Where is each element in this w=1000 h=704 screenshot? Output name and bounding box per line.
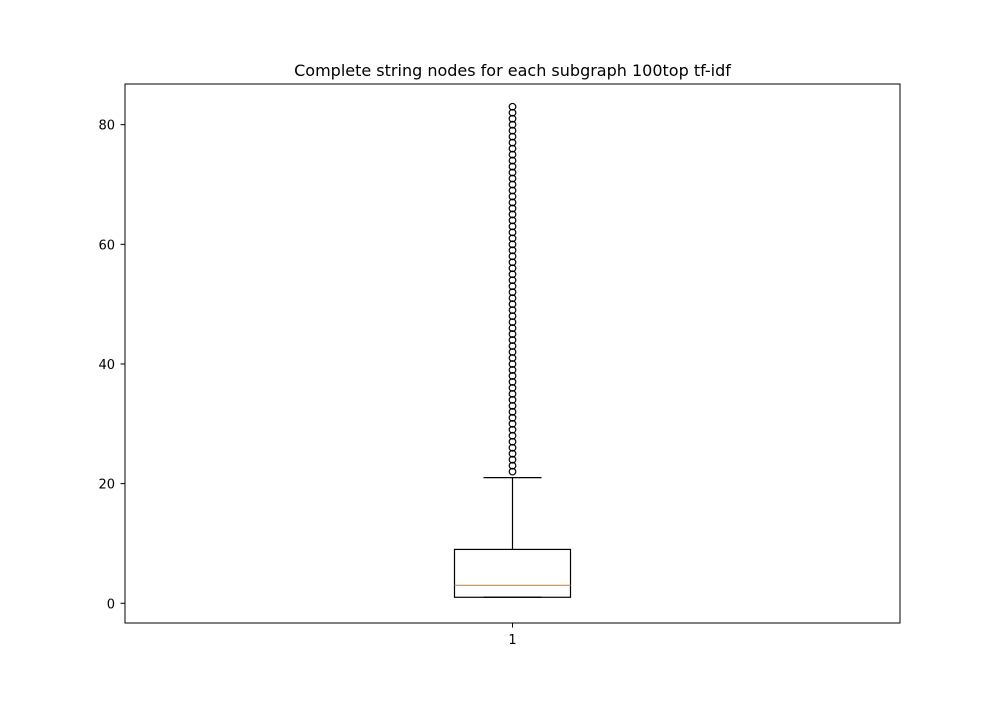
outlier-point — [508, 342, 517, 350]
outlier-point — [508, 389, 517, 398]
y-tick-label: 60 — [98, 238, 115, 253]
outlier-point — [508, 192, 517, 201]
outlier-point — [508, 378, 517, 386]
outlier-point — [508, 246, 517, 255]
x-tick-label: 1 — [508, 633, 516, 648]
outlier-point — [508, 294, 517, 303]
outlier-point — [508, 443, 517, 452]
outlier-point — [508, 180, 517, 189]
outlier-point — [508, 366, 517, 374]
outlier-point — [508, 234, 517, 243]
outlier-point — [508, 150, 517, 159]
outlier-point — [508, 168, 517, 177]
outlier-point — [508, 258, 517, 267]
outlier-point — [508, 312, 517, 321]
outlier-point — [508, 360, 517, 368]
plot-area: 0 20 40 60 80 1 — [98, 102, 572, 648]
chart-title: Complete string nodes for each subgraph … — [294, 61, 731, 80]
outlier-point — [508, 467, 517, 476]
outlier-point — [508, 288, 517, 297]
outlier-point — [508, 240, 517, 249]
outlier-point — [508, 210, 517, 219]
outlier-point — [508, 455, 517, 464]
outlier-point — [508, 461, 517, 470]
outlier-point — [508, 419, 517, 428]
outlier-point — [508, 336, 517, 344]
outlier-point — [508, 144, 517, 153]
y-tick-label: 40 — [98, 358, 115, 373]
outlier-point — [508, 204, 517, 213]
outlier-point — [508, 132, 517, 141]
outlier-point — [508, 425, 517, 434]
outlier-point — [508, 216, 517, 225]
outlier-point — [508, 383, 517, 392]
outlier-point — [508, 407, 517, 416]
outlier-point — [508, 252, 517, 261]
outlier-point — [508, 437, 517, 446]
outlier-point — [508, 318, 517, 326]
axes-frame — [124, 83, 901, 624]
outlier-point — [508, 354, 517, 362]
y-tick-label: 80 — [98, 119, 115, 134]
outlier-point — [508, 120, 517, 129]
iqr-box — [453, 548, 572, 598]
outlier-point — [508, 222, 517, 231]
y-tick-label: 0 — [107, 597, 115, 612]
outlier-point — [508, 156, 517, 165]
outlier-point — [508, 431, 517, 440]
outlier-point — [508, 162, 517, 171]
outlier-point — [508, 306, 517, 315]
outlier-point — [508, 324, 517, 332]
outlier-point — [508, 198, 517, 207]
outlier-point — [508, 395, 517, 404]
outlier-point — [508, 348, 517, 356]
outlier-point — [508, 186, 517, 195]
y-tick-label: 20 — [98, 478, 115, 493]
outlier-point — [508, 102, 517, 111]
outlier-point — [508, 228, 517, 237]
outlier-point — [508, 114, 517, 123]
outlier-point — [508, 138, 517, 147]
outlier-point — [508, 108, 517, 117]
outlier-point — [508, 264, 517, 273]
outlier-point — [508, 126, 517, 135]
outlier-point — [508, 413, 517, 422]
outlier-point — [508, 282, 517, 291]
outlier-point — [508, 401, 517, 410]
outlier-point — [508, 300, 517, 309]
outlier-point — [508, 270, 517, 279]
outlier-point — [508, 174, 517, 183]
outlier-point — [508, 330, 517, 338]
outlier-point — [508, 449, 517, 458]
outlier-point — [508, 276, 517, 285]
outlier-point — [508, 372, 517, 380]
